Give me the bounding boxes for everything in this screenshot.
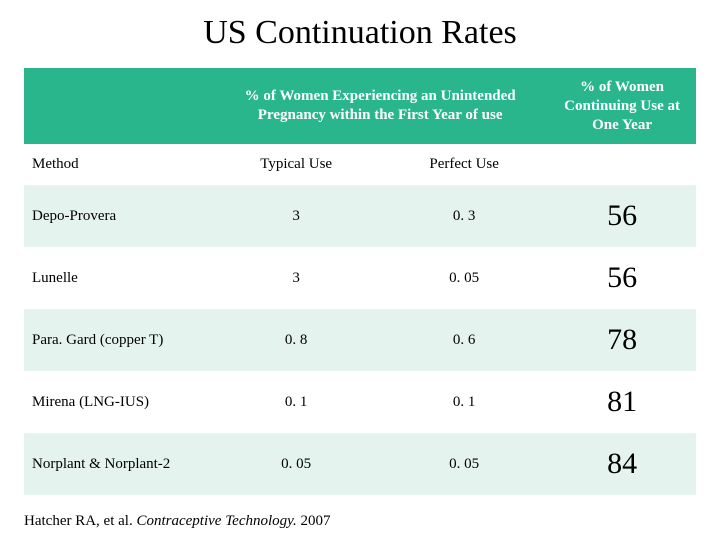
cell-perfect: 0. 1 — [380, 371, 548, 433]
table-row: Lunelle 3 0. 05 56 — [24, 247, 696, 309]
citation: Hatcher RA, et al. Contraceptive Technol… — [24, 513, 696, 530]
continuation-rates-table: % of Women Experiencing an Unintended Pr… — [24, 68, 696, 495]
cell-typical: 0. 05 — [212, 433, 380, 495]
slide-title: US Continuation Rates — [24, 14, 696, 52]
header-unintended-pregnancy: % of Women Experiencing an Unintended Pr… — [212, 68, 548, 144]
cell-perfect: 0. 05 — [380, 433, 548, 495]
header-continuing-use: % of Women Continuing Use at One Year — [548, 68, 696, 144]
col-typical-use: Typical Use — [212, 144, 380, 185]
cell-perfect: 0. 6 — [380, 309, 548, 371]
cell-perfect: 0. 3 — [380, 185, 548, 247]
cell-continuation: 81 — [548, 371, 696, 433]
table-row: Para. Gard (copper T) 0. 8 0. 6 78 — [24, 309, 696, 371]
cell-typical: 3 — [212, 185, 380, 247]
col-perfect-use: Perfect Use — [380, 144, 548, 185]
header-blank — [24, 68, 212, 144]
cell-typical: 0. 1 — [212, 371, 380, 433]
cell-continuation: 78 — [548, 309, 696, 371]
cell-continuation: 84 — [548, 433, 696, 495]
col-method: Method — [24, 144, 212, 185]
cell-method: Para. Gard (copper T) — [24, 309, 212, 371]
header-row-sub: Method Typical Use Perfect Use — [24, 144, 696, 185]
cell-method: Depo-Provera — [24, 185, 212, 247]
header-row-groups: % of Women Experiencing an Unintended Pr… — [24, 68, 696, 144]
table-row: Depo-Provera 3 0. 3 56 — [24, 185, 696, 247]
col-continuation — [548, 144, 696, 185]
cell-continuation: 56 — [548, 247, 696, 309]
cell-continuation: 56 — [548, 185, 696, 247]
citation-prefix: Hatcher RA, et al. — [24, 513, 136, 529]
cell-method: Lunelle — [24, 247, 212, 309]
citation-italic: Contraceptive Technology. — [136, 513, 300, 529]
cell-method: Mirena (LNG-IUS) — [24, 371, 212, 433]
cell-perfect: 0. 05 — [380, 247, 548, 309]
cell-typical: 3 — [212, 247, 380, 309]
citation-suffix: 2007 — [300, 513, 330, 529]
cell-typical: 0. 8 — [212, 309, 380, 371]
cell-method: Norplant & Norplant-2 — [24, 433, 212, 495]
table-row: Norplant & Norplant-2 0. 05 0. 05 84 — [24, 433, 696, 495]
table-row: Mirena (LNG-IUS) 0. 1 0. 1 81 — [24, 371, 696, 433]
